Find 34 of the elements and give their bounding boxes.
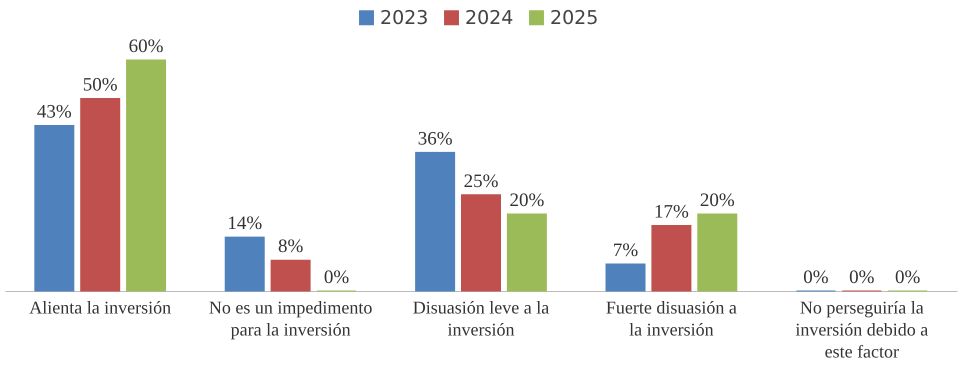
bar <box>606 264 646 292</box>
bar <box>126 60 166 292</box>
x-tick-label: No es un impedimento para la inversión <box>208 298 372 340</box>
data-label: 43% <box>36 101 72 122</box>
data-label: 50% <box>82 74 118 96</box>
x-tick-label: Fuerte disuasión a la inversión <box>606 298 737 340</box>
legend-label: 2023 <box>380 6 428 29</box>
data-label: 0% <box>895 267 921 288</box>
legend-label: 2025 <box>550 6 598 29</box>
bar <box>651 225 692 292</box>
bar <box>80 98 120 292</box>
bar <box>224 236 265 292</box>
bar <box>415 152 456 292</box>
data-label: 0% <box>849 267 875 288</box>
bar <box>270 260 311 292</box>
data-label: 7% <box>612 240 638 262</box>
bar <box>461 194 501 292</box>
data-label: 36% <box>418 128 453 150</box>
bar <box>34 124 74 292</box>
data-label: 0% <box>324 267 350 288</box>
x-tick-label: Disuasión leve a la inversión <box>412 298 550 340</box>
x-tick-label: Alienta la inversión <box>29 298 172 318</box>
data-label: 60% <box>128 36 164 57</box>
data-label: 8% <box>278 236 304 258</box>
data-label: 20% <box>509 190 544 211</box>
x-tick-label: No perseguiría la inversión debido a este factor <box>795 298 928 362</box>
bar <box>506 214 547 292</box>
bar <box>697 214 738 292</box>
data-label: 20% <box>700 190 735 211</box>
data-label: 0% <box>803 267 829 288</box>
data-label: 14% <box>227 213 262 234</box>
data-label: 17% <box>654 202 689 223</box>
data-label: 25% <box>464 170 499 192</box>
legend-label: 2024 <box>465 6 514 29</box>
